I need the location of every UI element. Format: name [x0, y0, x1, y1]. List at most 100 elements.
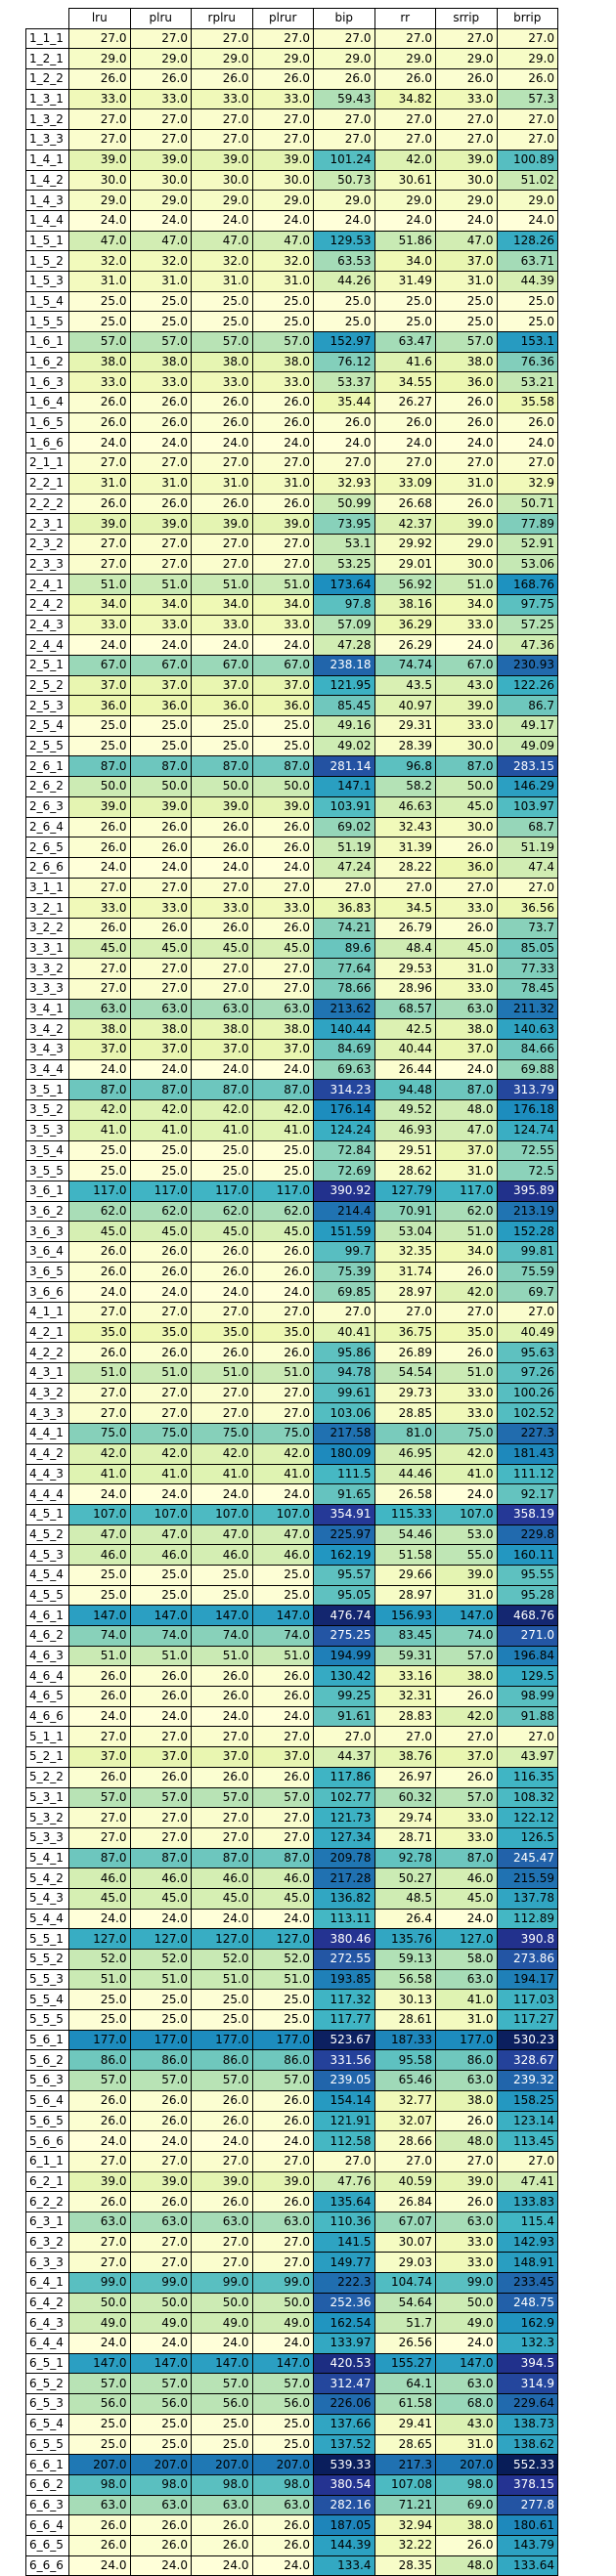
heatmap-cell: 25.0 — [68, 735, 131, 757]
table-row: 1_6_1 57.0 57.0 57.0 57.0 152.97 63.47 57.0 153.… — [25, 331, 558, 353]
heatmap-cell: 37.0 — [191, 674, 253, 697]
heatmap-cell: 117.0 — [251, 1180, 314, 1202]
heatmap-cell: 38.0 — [435, 1665, 498, 1688]
heatmap-cell: 49.09 — [496, 735, 558, 757]
heatmap-cell: 87.0 — [435, 755, 498, 778]
heatmap-cell: 42.0 — [191, 1099, 253, 1121]
row-label: 2_3_3 — [25, 553, 69, 576]
heatmap-cell: 46.0 — [129, 1544, 192, 1566]
heatmap-cell: 27.0 — [313, 877, 375, 899]
heatmap-cell: 26.0 — [129, 68, 192, 90]
heatmap-cell: 36.83 — [313, 897, 375, 919]
heatmap-cell: 25.0 — [251, 1989, 314, 2011]
heatmap-cell: 47.0 — [251, 1524, 314, 1546]
heatmap-cell: 26.0 — [251, 837, 314, 858]
row-label: 5_4_4 — [25, 1908, 69, 1930]
heatmap-cell: 72.84 — [313, 1139, 375, 1162]
heatmap-cell: 39.0 — [129, 513, 192, 535]
heatmap-cell: 27.0 — [496, 2150, 558, 2172]
heatmap-cell: 117.77 — [313, 2009, 375, 2031]
heatmap-cell: 26.0 — [129, 2089, 192, 2112]
heatmap-cell: 314.9 — [496, 2373, 558, 2395]
table-row: 4_4_3 41.0 41.0 41.0 41.0 111.5 44.46 41.0 111.1… — [25, 1463, 558, 1485]
heatmap-cell: 81.0 — [374, 1423, 436, 1444]
heatmap-cell: 25.0 — [191, 290, 253, 313]
heatmap-cell: 26.0 — [251, 2191, 314, 2212]
heatmap-cell: 27.0 — [129, 1807, 192, 1828]
heatmap-cell: 25.0 — [129, 1989, 192, 2011]
heatmap-cell: 26.68 — [374, 493, 436, 515]
heatmap-cell: 49.16 — [313, 715, 375, 737]
row-label: 6_2_1 — [25, 2170, 69, 2193]
heatmap-cell: 24.0 — [251, 1705, 314, 1728]
heatmap-cell: 51.86 — [374, 230, 436, 252]
heatmap-cell: 27.0 — [191, 1807, 253, 1828]
heatmap-cell: 26.0 — [251, 392, 314, 413]
row-label: 2_4_3 — [25, 614, 69, 636]
table-row: 3_5_5 25.0 25.0 25.0 25.0 72.69 28.62 31.0 72.5 — [25, 1160, 558, 1181]
heatmap-cell: 63.0 — [129, 2494, 192, 2516]
heatmap-cell: 46.0 — [191, 1544, 253, 1566]
heatmap-cell: 49.02 — [313, 735, 375, 757]
table-row: 6_5_4 25.0 25.0 25.0 25.0 137.66 29.41 43.0 138.… — [25, 2413, 558, 2435]
heatmap-cell: 91.88 — [496, 1705, 558, 1728]
heatmap-cell: 28.66 — [374, 2130, 436, 2152]
heatmap-cell: 97.8 — [313, 593, 375, 616]
heatmap-cell: 63.0 — [251, 2494, 314, 2516]
row-label: 4_4_3 — [25, 1463, 69, 1485]
heatmap-cell: 87.0 — [129, 1079, 192, 1101]
heatmap-cell: 24.0 — [435, 1483, 498, 1505]
row-label: 4_2_2 — [25, 1342, 69, 1364]
heatmap-cell: 27.0 — [68, 533, 131, 555]
heatmap-cell: 38.0 — [435, 2514, 498, 2536]
table-row: 1_5_5 25.0 25.0 25.0 25.0 25.0 25.0 25.0 25.0 — [25, 311, 558, 332]
table-row: 6_4_3 49.0 49.0 49.0 49.0 162.54 51.7 49.0 162.9 — [25, 2312, 558, 2335]
row-label: 6_3_2 — [25, 2231, 69, 2254]
heatmap-cell: 26.0 — [435, 1261, 498, 1283]
heatmap-cell: 35.0 — [191, 1321, 253, 1344]
heatmap-cell: 122.26 — [496, 674, 558, 697]
heatmap-cell: 26.0 — [129, 1342, 192, 1364]
heatmap-cell: 24.0 — [435, 209, 498, 232]
heatmap-cell: 127.0 — [68, 1928, 131, 1950]
heatmap-cell: 42.0 — [191, 1442, 253, 1465]
heatmap-cell: 27.0 — [129, 877, 192, 899]
table-row: 3_5_3 41.0 41.0 41.0 41.0 124.24 46.93 47.0 124.… — [25, 1119, 558, 1141]
heatmap-cell: 29.66 — [374, 1564, 436, 1586]
heatmap-cell: 75.0 — [68, 1423, 131, 1444]
heatmap-cell: 24.0 — [68, 856, 131, 879]
heatmap-cell: 27.0 — [374, 877, 436, 899]
table-row: 4_3_3 27.0 27.0 27.0 27.0 103.06 28.85 33.0 102.… — [25, 1402, 558, 1425]
heatmap-cell: 25.0 — [313, 311, 375, 332]
heatmap-cell: 26.58 — [374, 1483, 436, 1505]
row-label: 5_4_1 — [25, 1847, 69, 1869]
heatmap-cell: 51.0 — [129, 1645, 192, 1667]
heatmap-cell: 57.0 — [129, 331, 192, 353]
heatmap-cell: 26.0 — [251, 1665, 314, 1688]
heatmap-cell: 28.85 — [374, 1402, 436, 1425]
heatmap-cell: 29.01 — [374, 553, 436, 576]
heatmap-cell: 50.0 — [435, 776, 498, 797]
heatmap-cell: 57.0 — [435, 1786, 498, 1809]
heatmap-cell: 33.0 — [129, 88, 192, 110]
heatmap-cell: 33.0 — [435, 1382, 498, 1404]
heatmap-cell: 30.61 — [374, 169, 436, 192]
heatmap-cell: 37.0 — [251, 1746, 314, 1768]
heatmap-cell: 74.0 — [129, 1625, 192, 1647]
heatmap-cell: 27.0 — [129, 1302, 192, 1323]
row-label: 3_2_2 — [25, 917, 69, 939]
heatmap-cell: 27.0 — [68, 1807, 131, 1828]
heatmap-cell: 213.62 — [313, 998, 375, 1020]
row-label: 1_5_5 — [25, 311, 69, 332]
table-row: 3_6_3 45.0 45.0 45.0 45.0 151.59 53.04 51.0 152.… — [25, 1221, 558, 1242]
row-label: 5_4_3 — [25, 1887, 69, 1910]
heatmap-cell: 33.0 — [435, 978, 498, 1000]
heatmap-cell: 147.0 — [251, 2352, 314, 2375]
row-label: 3_6_6 — [25, 1281, 69, 1303]
heatmap-cell: 107.08 — [374, 2473, 436, 2496]
table-row: 4_2_2 26.0 26.0 26.0 26.0 95.86 26.89 26.0 95.63 — [25, 1342, 558, 1364]
heatmap-cell: 39.0 — [435, 1564, 498, 1586]
heatmap-cell: 117.03 — [496, 1989, 558, 2011]
heatmap-cell: 147.0 — [435, 1605, 498, 1626]
row-label: 3_5_4 — [25, 1139, 69, 1162]
